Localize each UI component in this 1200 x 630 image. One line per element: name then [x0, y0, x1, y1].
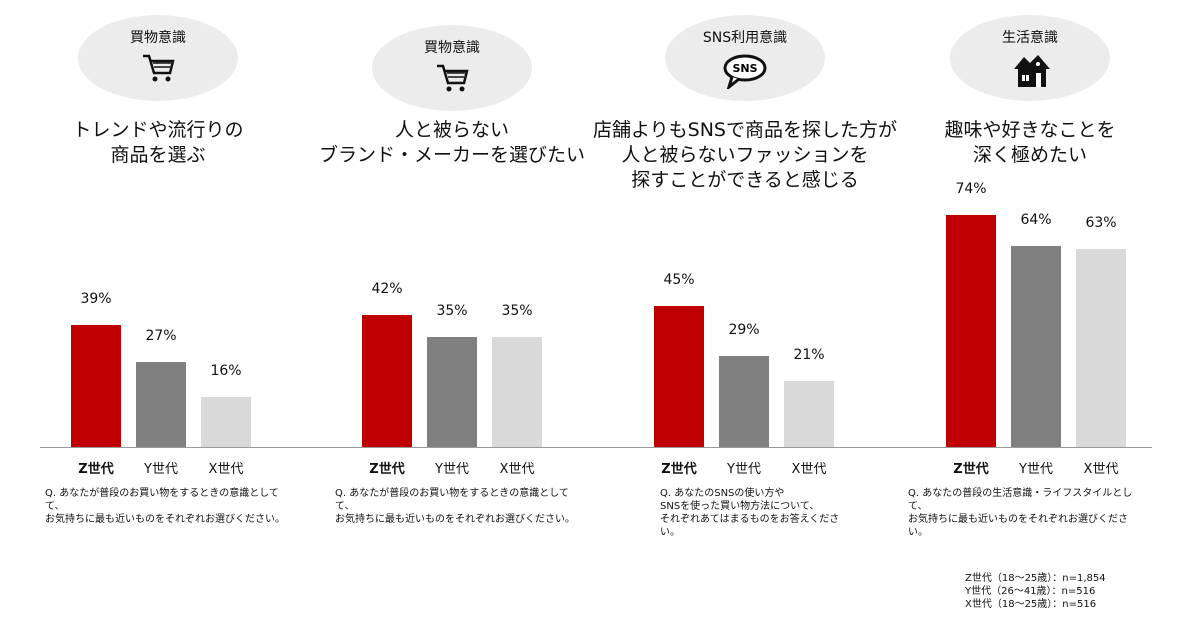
question-text: Q. あなたが普段のお買い物をするときの意識として て、 お気持ちに最も近いもの… — [45, 488, 285, 525]
category-badge: 生活意識 — [950, 15, 1110, 101]
category-label: 買物意識 — [130, 30, 186, 46]
house-icon — [950, 53, 1110, 87]
category-label: SNS利用意識 — [702, 30, 788, 46]
x-tick-label: Y世代 — [1019, 462, 1053, 477]
category-badge: 買物意識 — [78, 15, 238, 101]
question-text: Q. あなたの普段の生活意識・ライフスタイルとし て、 お気持ちに最も近いものを… — [908, 488, 1133, 538]
bar-z — [71, 324, 121, 447]
category-badge: 買物意識 — [372, 25, 532, 111]
category-label: 生活意識 — [1002, 30, 1058, 46]
bar-z — [362, 315, 412, 447]
note-z: Z世代（18〜25歳）：n=1,854 — [965, 573, 1106, 584]
bar-y — [427, 337, 477, 447]
bar-x — [784, 381, 834, 447]
bar-y — [1011, 246, 1061, 447]
x-tick-label: X世代 — [1083, 462, 1119, 477]
data-label: 27% — [145, 328, 177, 345]
question-text: Q. あなたが普段のお買い物をするときの意識として て、 お気持ちに最も近いもの… — [335, 488, 575, 525]
data-label: 64% — [1020, 212, 1052, 229]
x-tick-label: Z世代 — [369, 462, 405, 477]
data-label: 21% — [793, 347, 825, 364]
x-tick-label: X世代 — [499, 462, 535, 477]
x-tick-label: Y世代 — [435, 462, 469, 477]
bar-y — [719, 355, 769, 447]
data-label: 74% — [955, 180, 987, 197]
data-label: 39% — [80, 290, 112, 307]
data-label: 35% — [436, 303, 468, 320]
bar-x — [201, 396, 251, 447]
data-label: 29% — [728, 321, 760, 338]
panel-title: 人と被らない ブランド・メーカーを選びたい — [318, 119, 585, 166]
bar-z — [946, 214, 996, 447]
sample-notes: Z世代（18〜25歳）：n=1,854 Y世代（26〜41歳）：n=516 X世… — [965, 572, 1106, 611]
data-label: 35% — [501, 303, 533, 320]
category-badge: SNS利用意識 SNS — [665, 15, 825, 101]
svg-text:SNS: SNS — [732, 62, 757, 75]
category-label: 買物意識 — [424, 40, 480, 56]
x-tick-label: X世代 — [791, 462, 827, 477]
x-tick-label: Y世代 — [727, 462, 761, 477]
note-x: X世代（18〜25歳）：n=516 — [965, 599, 1097, 610]
bar-x — [492, 337, 542, 447]
baseline — [40, 447, 1152, 448]
x-tick-label: Z世代 — [78, 462, 114, 477]
bar-x — [1076, 249, 1126, 447]
x-tick-label: Z世代 — [953, 462, 989, 477]
note-y: Y世代（26〜41歳）：n=516 — [965, 586, 1096, 597]
panel-title: 店舗よりもSNSで商品を探した方が 人と被らないファッションを 探すことができる… — [593, 119, 897, 191]
data-label: 45% — [663, 271, 695, 288]
bar-y — [136, 362, 186, 447]
bar-z — [654, 305, 704, 447]
panel-title: トレンドや流行りの 商品を選ぶ — [72, 119, 244, 166]
data-label: 16% — [210, 362, 242, 379]
data-label: 63% — [1085, 215, 1117, 232]
data-label: 42% — [371, 281, 403, 298]
x-tick-label: Y世代 — [144, 462, 178, 477]
x-tick-label: Z世代 — [661, 462, 697, 477]
panel-title: 趣味や好きなことを 深く極めたい — [944, 119, 1116, 166]
shopping-cart-icon — [78, 53, 238, 83]
question-text: Q. あなたのSNSの使い方や SNSを使った買い物方法について、 それぞれあて… — [660, 488, 840, 538]
sns-speech-bubble-icon: SNS — [665, 53, 825, 89]
x-tick-label: X世代 — [208, 462, 244, 477]
shopping-cart-icon — [372, 63, 532, 93]
